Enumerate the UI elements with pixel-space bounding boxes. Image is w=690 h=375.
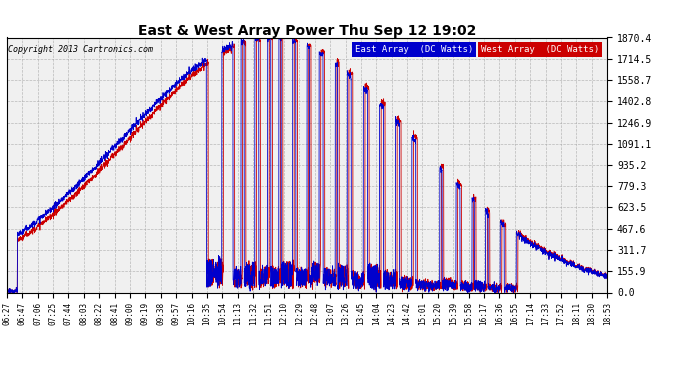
Text: Copyright 2013 Cartronics.com: Copyright 2013 Cartronics.com [8,45,153,54]
Title: East & West Array Power Thu Sep 12 19:02: East & West Array Power Thu Sep 12 19:02 [138,24,476,38]
Text: East Array  (DC Watts): East Array (DC Watts) [355,45,473,54]
Text: West Array  (DC Watts): West Array (DC Watts) [481,45,600,54]
